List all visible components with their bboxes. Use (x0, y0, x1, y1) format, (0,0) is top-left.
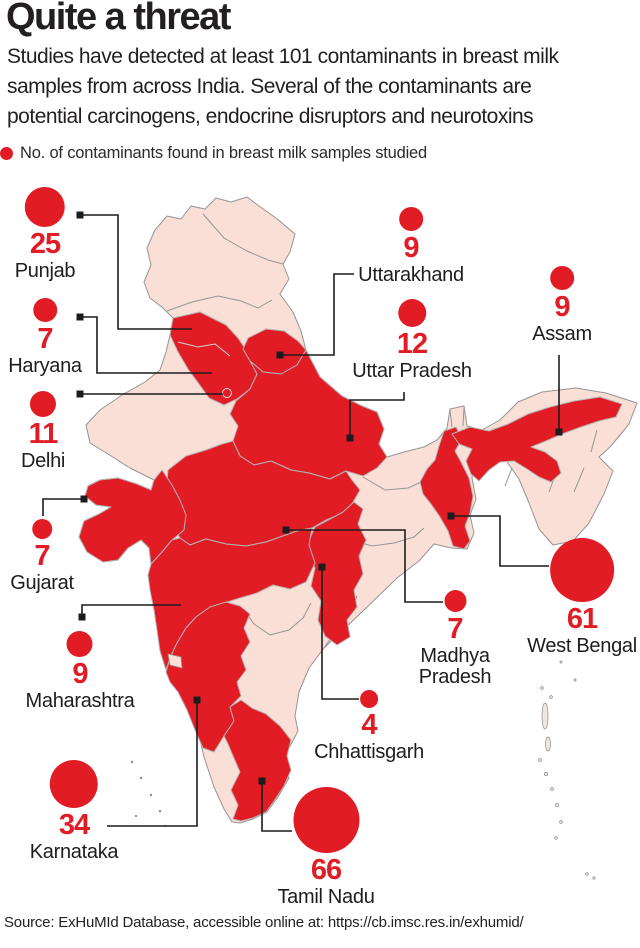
madhya-pradesh-bubble (444, 590, 466, 612)
connector-gujarat (42, 498, 81, 516)
assam-value: 9 (554, 291, 570, 323)
connector-uttar-pradesh (349, 392, 405, 435)
tamil-nadu-bubble (292, 787, 359, 853)
page-title: Quite a threat (6, 0, 231, 38)
connector-chhattisgarh (321, 570, 359, 700)
tamil-nadu-value: 66 (310, 854, 342, 886)
west-bengal-label: West Bengal (527, 634, 637, 657)
madhya-pradesh-label: Madhya Pradesh (418, 644, 492, 689)
state-delhi (222, 388, 232, 398)
legend-label: No. of contaminants found in breast milk… (20, 144, 428, 162)
callout-tamil-nadu: 66 Tamil Nadu (277, 787, 375, 908)
state-gujarat (78, 469, 187, 565)
connector-markers (76, 211, 563, 785)
callout-karnataka: 34 Karnataka (29, 760, 119, 863)
connector-tamil-nadu (261, 784, 292, 832)
karnataka-bubble (49, 760, 98, 808)
west-bengal-value: 61 (566, 603, 598, 635)
west-bengal-bubble (549, 538, 614, 602)
karnataka-label: Karnataka (29, 840, 119, 863)
uttar-pradesh-bubble (398, 299, 426, 327)
madhya-pradesh-value: 7 (447, 613, 463, 645)
gujarat-value: 7 (34, 540, 50, 572)
connector-haryana (83, 316, 212, 374)
subtitle-line-3: potential carcinogens, endocrine disrupt… (7, 105, 534, 128)
connector-west-bengal (454, 515, 549, 567)
callout-delhi: 11 Delhi (21, 391, 65, 472)
source-line: Source: ExHuMId Database, accessible onl… (4, 914, 524, 931)
uttarakhand-bubble (399, 207, 423, 231)
legend: No. of contaminants found in breast milk… (0, 144, 427, 163)
haryana-bubble (33, 298, 57, 322)
state-uttar-pradesh (229, 349, 388, 480)
assam-label: Assam (532, 322, 592, 345)
subtitle: Studies have detected at least 101 conta… (7, 42, 559, 132)
connector-madhya-pradesh (289, 529, 443, 603)
maharashtra-label: Maharashtra (25, 689, 135, 712)
callout-punjab: 25 Punjab (14, 187, 76, 282)
callout-west-bengal: 61 West Bengal (527, 538, 637, 657)
assam-bubble (550, 266, 574, 290)
tamil-nadu-label: Tamil Nadu (277, 885, 375, 908)
karnataka-value: 34 (58, 809, 90, 841)
connectors (42, 214, 560, 832)
andaman-nicobar-islands (538, 660, 596, 880)
callout-madhya-pradesh: 7 Madhya Pradesh (413, 590, 498, 689)
haryana-value: 7 (37, 323, 53, 355)
state-goa (167, 653, 183, 669)
callout-uttarakhand: 9 Uttarakhand (358, 207, 464, 286)
uttarakhand-label: Uttarakhand (358, 263, 464, 286)
state-west-bengal (419, 426, 474, 550)
callout-uttar-pradesh: 12 Uttar Pradesh (352, 299, 472, 382)
connector-punjab (83, 214, 192, 330)
callout-maharashtra: 9 Maharashtra (26, 631, 135, 712)
callout-chhattisgarh: 4 Chhattisgarh (314, 690, 424, 763)
callout-assam: 9 Assam (532, 266, 592, 345)
subtitle-line-1: Studies have detected at least 101 conta… (7, 45, 559, 68)
lakshadweep-islands (130, 760, 167, 828)
subtitle-line-2: samples from across India. Several of th… (7, 75, 532, 98)
haryana-label: Haryana (8, 354, 82, 377)
delhi-bubble (29, 391, 56, 417)
chhattisgarh-label: Chhattisgarh (314, 740, 424, 763)
gujarat-label: Gujarat (10, 571, 74, 594)
connector-karnataka (107, 703, 198, 827)
punjab-label: Punjab (14, 259, 76, 282)
punjab-value: 25 (29, 228, 61, 260)
delhi-value: 11 (28, 418, 59, 450)
state-karnataka (165, 601, 251, 753)
punjab-bubble (24, 187, 65, 227)
maharashtra-bubble (66, 631, 93, 657)
callout-haryana: 7 Haryana (8, 298, 82, 377)
state-punjab-haryana (169, 311, 258, 406)
connector-uttarakhand (283, 273, 354, 356)
uttar-pradesh-label: Uttar Pradesh (352, 359, 472, 382)
legend-dot-icon (0, 147, 13, 160)
state-tamil-nadu (223, 699, 292, 822)
uttarakhand-value: 9 (403, 232, 419, 264)
uttar-pradesh-value: 12 (396, 328, 428, 360)
punjab-haryana-border (177, 341, 231, 357)
callout-gujarat: 7 Gujarat (10, 519, 74, 594)
gujarat-bubble (32, 519, 52, 539)
state-assam (451, 396, 623, 483)
chhattisgarh-value: 4 (361, 709, 377, 741)
delhi-label: Delhi (20, 449, 66, 472)
chhattisgarh-bubble (360, 690, 378, 708)
maharashtra-value: 9 (72, 658, 88, 690)
state-maharashtra (147, 527, 316, 671)
